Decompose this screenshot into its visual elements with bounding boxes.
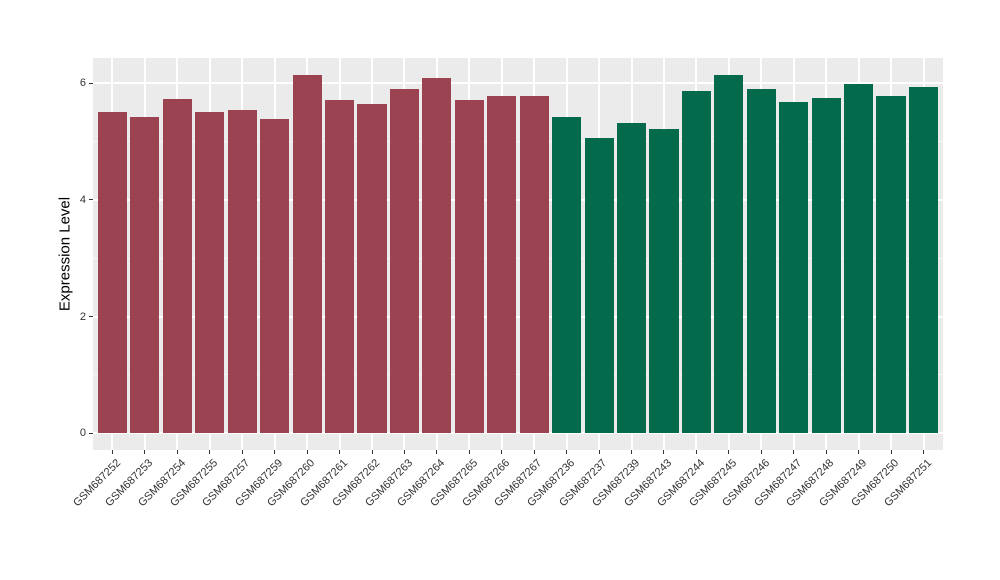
x-tick-mark [533,450,535,454]
bar [162,99,192,434]
bar [779,101,809,434]
bar [227,109,257,434]
bar [714,75,744,434]
gridline-major [93,198,943,201]
x-tick-mark [760,450,762,454]
bar [454,100,484,434]
bar [616,122,647,434]
y-tick-label: 2 [79,310,86,323]
x-tick-mark [501,450,503,454]
x-tick-mark [144,450,146,454]
y-tick-mark [89,199,93,201]
x-tick-mark [241,450,243,454]
bar [681,91,712,434]
x-tick-mark [371,450,373,454]
gridline-major [93,315,943,318]
y-tick-label: 0 [79,427,86,440]
y-tick-mark [89,82,93,84]
gridline-minor [93,141,943,143]
bar [552,116,582,434]
bar [649,129,679,434]
bar [260,118,290,434]
y-tick-label: 6 [79,77,86,90]
y-tick-mark [89,432,93,434]
bar [357,103,387,434]
bar [519,96,549,434]
bar [97,111,128,434]
gridline-minor [93,374,943,376]
gridline-major [93,82,943,85]
x-tick-mark [176,450,178,454]
gridline-major [93,432,943,435]
y-tick-label: 4 [79,193,86,206]
x-tick-mark [339,450,341,454]
x-tick-mark [631,450,633,454]
x-tick-mark [209,450,211,454]
x-tick-mark [858,450,860,454]
x-tick-mark [111,450,113,454]
bar [876,96,906,434]
x-tick-mark [793,450,795,454]
x-tick-mark [306,450,308,454]
x-tick-mark [566,450,568,454]
bar [811,98,841,434]
bar [908,86,939,434]
bar [389,88,420,434]
y-axis-title-text: Expression Level [56,196,74,312]
x-tick-mark [468,450,470,454]
x-tick-mark [598,450,600,454]
bar [195,111,225,434]
x-tick-mark [825,450,827,454]
bar [292,74,322,434]
x-tick-mark [728,450,730,454]
x-tick-mark [436,450,438,454]
gridline-minor [93,257,943,259]
x-tick-mark [274,450,276,454]
x-tick-mark [403,450,405,454]
bar [584,137,614,434]
x-tick-mark [663,450,665,454]
bar [487,96,517,434]
y-tick-mark [89,316,93,318]
x-tick-mark [890,450,892,454]
bar [324,99,355,434]
plot-panel [93,58,943,450]
x-tick-mark [923,450,925,454]
bar [844,84,874,434]
bar [746,89,776,434]
bar [422,78,452,434]
bar [130,117,160,434]
x-tick-mark [695,450,697,454]
